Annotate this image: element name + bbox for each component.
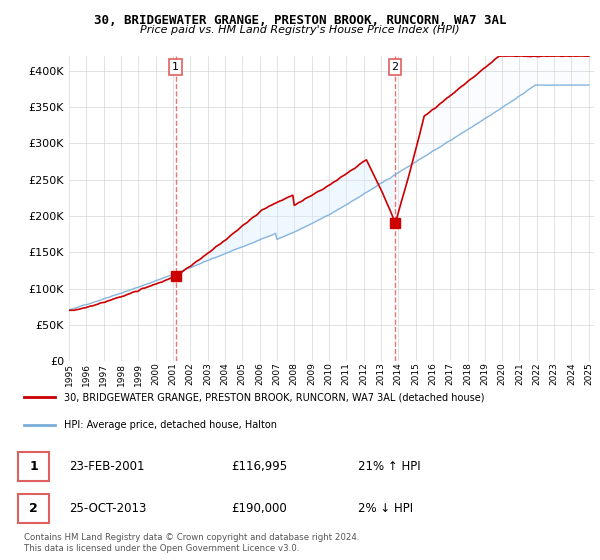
Text: 23-FEB-2001: 23-FEB-2001 <box>70 460 145 473</box>
Text: £116,995: £116,995 <box>231 460 287 473</box>
FancyBboxPatch shape <box>18 493 49 523</box>
Text: 25-OCT-2013: 25-OCT-2013 <box>70 502 147 515</box>
Text: HPI: Average price, detached house, Halton: HPI: Average price, detached house, Halt… <box>64 420 277 430</box>
Text: £190,000: £190,000 <box>231 502 287 515</box>
Text: 2: 2 <box>29 502 38 515</box>
Text: 1: 1 <box>172 62 179 72</box>
Text: 1: 1 <box>29 460 38 473</box>
Text: 2: 2 <box>392 62 398 72</box>
Text: Contains HM Land Registry data © Crown copyright and database right 2024.
This d: Contains HM Land Registry data © Crown c… <box>24 533 359 553</box>
Text: 30, BRIDGEWATER GRANGE, PRESTON BROOK, RUNCORN, WA7 3AL: 30, BRIDGEWATER GRANGE, PRESTON BROOK, R… <box>94 14 506 27</box>
Text: 21% ↑ HPI: 21% ↑ HPI <box>358 460 420 473</box>
Text: 2% ↓ HPI: 2% ↓ HPI <box>358 502 413 515</box>
Text: 30, BRIDGEWATER GRANGE, PRESTON BROOK, RUNCORN, WA7 3AL (detached house): 30, BRIDGEWATER GRANGE, PRESTON BROOK, R… <box>64 392 484 402</box>
FancyBboxPatch shape <box>18 451 49 481</box>
Text: Price paid vs. HM Land Registry's House Price Index (HPI): Price paid vs. HM Land Registry's House … <box>140 25 460 35</box>
